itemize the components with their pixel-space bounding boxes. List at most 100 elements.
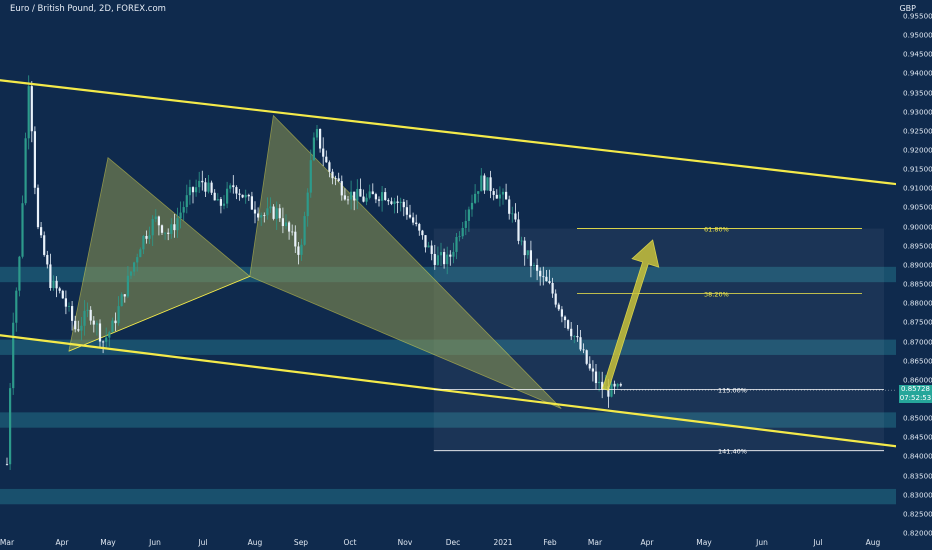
price-tick: 0.83000 (903, 490, 932, 500)
candle-body (114, 320, 117, 324)
candle-body (427, 245, 430, 248)
candle-body (613, 383, 616, 387)
candle-body (275, 208, 278, 219)
candle-body (253, 209, 257, 214)
candle-body (328, 162, 331, 172)
candle-body (201, 180, 204, 183)
candle-body (548, 281, 551, 283)
fib-level-label: 38.20% (704, 291, 729, 299)
projection-arrow (602, 239, 660, 391)
candle-body (266, 208, 269, 216)
candle-body (303, 216, 306, 245)
candle-body (511, 213, 514, 215)
candle-body (133, 262, 136, 272)
candle-body (557, 304, 560, 310)
currency-label: GBP (899, 4, 916, 13)
candle-body (291, 231, 294, 233)
candle-body (185, 195, 188, 208)
candle-body (470, 202, 474, 210)
candle-body (446, 254, 449, 265)
candle-body (24, 138, 27, 204)
candle-body (167, 232, 170, 234)
candle-body (105, 337, 108, 342)
candle-body (145, 235, 148, 239)
candle-body (83, 310, 86, 326)
candle-body (325, 156, 328, 163)
candle-body (619, 384, 622, 386)
candle-body (61, 290, 64, 299)
candle-body (263, 215, 266, 216)
candle-body (523, 240, 526, 256)
candle-body (52, 280, 55, 289)
candle-body (67, 306, 71, 307)
candle-body (532, 264, 536, 266)
candle-body (120, 294, 123, 307)
price-tick: 0.91000 (903, 183, 932, 193)
candle-body (250, 196, 253, 210)
candle-body (241, 194, 244, 198)
price-tick: 0.90000 (903, 222, 932, 232)
candle-body (582, 349, 585, 351)
candle-body (288, 222, 291, 232)
candle-body (229, 185, 232, 189)
candle-body (204, 182, 207, 192)
candle-body (191, 187, 195, 193)
time-tick: Jun (149, 538, 161, 547)
candle-body (226, 188, 229, 204)
candle-body (269, 206, 272, 209)
candle-body (536, 264, 539, 271)
candle-body (207, 182, 210, 192)
candle-body (408, 214, 412, 218)
candle-body (210, 182, 213, 193)
candle-body (176, 218, 179, 231)
candle-body (371, 191, 374, 195)
candle-body (232, 185, 235, 188)
candle-body (108, 332, 111, 338)
candle-body (123, 294, 126, 297)
time-tick: Nov (397, 538, 413, 547)
candle-body (567, 320, 570, 329)
candle-body (309, 160, 312, 193)
price-tick: 0.92000 (903, 145, 932, 155)
candle-body (188, 187, 191, 196)
candle-body (117, 306, 120, 324)
candle-body (610, 383, 613, 397)
candle-body (179, 212, 182, 219)
price-tick: 0.82000 (903, 528, 932, 538)
candle-body (576, 335, 579, 338)
candle-body (300, 244, 303, 255)
price-tick: 0.94000 (903, 68, 932, 78)
candle-body (102, 341, 105, 343)
candle-body (151, 219, 154, 236)
candle-body (384, 192, 387, 200)
candle-body (573, 335, 576, 337)
price-tick: 0.87500 (903, 317, 932, 327)
time-tick: Sep (293, 538, 309, 547)
candle-body (257, 213, 260, 218)
candle-body (449, 254, 452, 257)
candle-body (142, 235, 145, 250)
candle-body (495, 194, 498, 199)
candle-body (126, 275, 129, 297)
time-tick: Apr (640, 538, 654, 547)
price-tick: 0.93500 (903, 88, 932, 98)
candle-body (160, 225, 164, 233)
candle-body (346, 199, 350, 201)
candle-body (455, 237, 458, 252)
price-tick: 0.90500 (903, 202, 932, 212)
candle-body (526, 250, 529, 256)
candle-body (402, 201, 405, 208)
candle-body (570, 328, 573, 337)
candle-body (381, 192, 384, 201)
candle-body (505, 191, 508, 200)
candle-body (464, 220, 467, 228)
candle-body (387, 199, 390, 202)
candle-body (281, 218, 284, 227)
candle-body (405, 207, 408, 215)
candle-body (111, 320, 114, 333)
candle-body (173, 224, 176, 231)
candle-body (148, 235, 151, 239)
candle-body (36, 187, 40, 228)
time-tick: Jul (198, 538, 208, 547)
